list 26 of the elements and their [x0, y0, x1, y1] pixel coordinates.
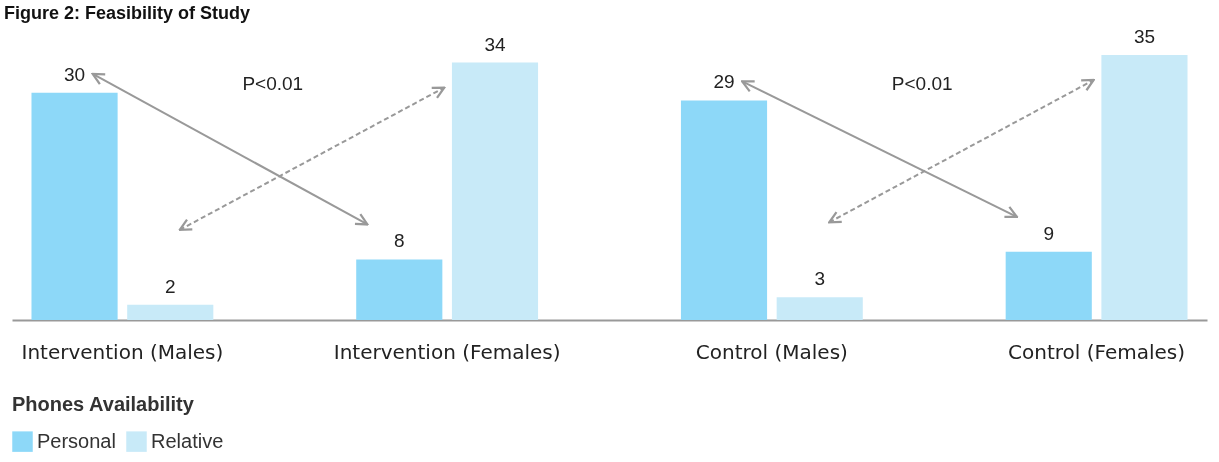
legend-label: Personal	[37, 429, 116, 452]
data-label: 35	[1133, 26, 1156, 47]
annotation: P<0.01	[891, 73, 953, 94]
bar	[31, 92, 118, 320]
data-label: 3	[814, 268, 826, 290]
data-label: 8	[393, 230, 405, 252]
bar	[356, 259, 443, 320]
bar	[1101, 55, 1188, 320]
x-tick-label: Control (Males)	[695, 339, 848, 364]
legend-label: Relative	[151, 429, 224, 452]
bar	[776, 297, 863, 320]
data-label: 9	[1043, 222, 1055, 244]
x-tick-label: Control (Females)	[1008, 339, 1186, 364]
bar	[127, 304, 214, 320]
annotation: P<0.01	[242, 73, 304, 94]
chart-title: Figure 2: Feasibility of Study	[4, 3, 251, 24]
data-label: 34	[484, 33, 506, 55]
legend-title: Phones Availability	[12, 393, 195, 415]
bar	[451, 62, 539, 320]
x-tick-label: Intervention (Females)	[333, 339, 561, 364]
data-label: 29	[713, 71, 735, 93]
x-tick-label: Intervention (Males)	[21, 339, 224, 364]
data-label: 30	[63, 63, 86, 85]
data-label: 2	[164, 275, 176, 297]
bar	[680, 100, 768, 320]
bar	[1005, 251, 1092, 320]
